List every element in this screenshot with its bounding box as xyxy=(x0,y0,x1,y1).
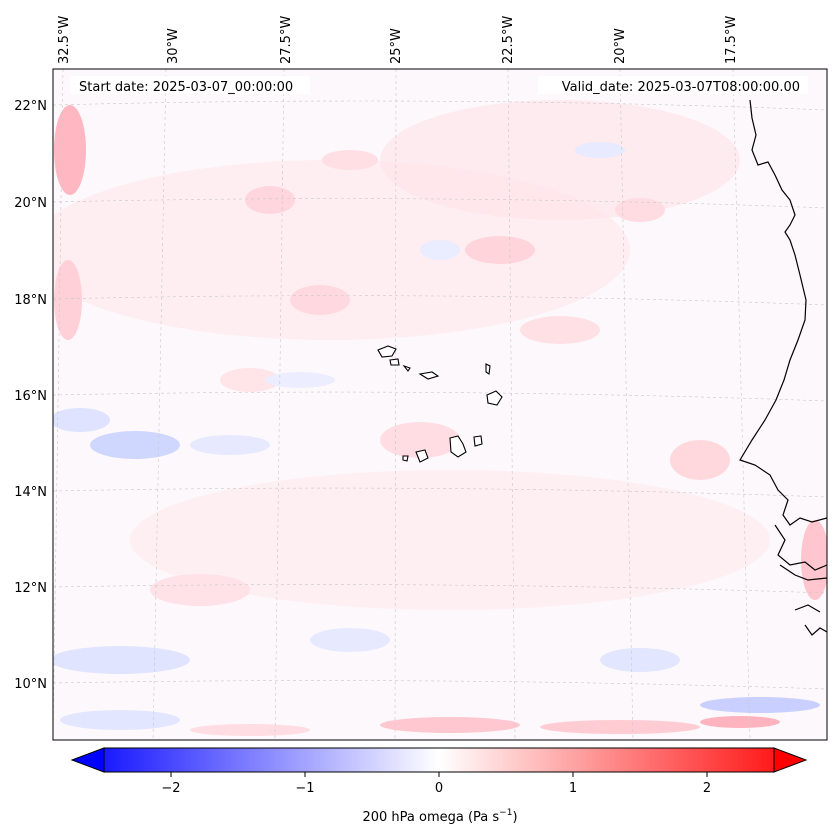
start-date-box xyxy=(70,76,310,94)
colorbar-tick-label: 2 xyxy=(703,781,711,796)
colorbar-max-arrow xyxy=(773,747,808,773)
latitude-labels: 22°N 20°N 18°N 16°N 14°N 12°N 10°N xyxy=(14,99,47,692)
longitude-labels: 32.5°W 30°W 27.5°W 25°W 22.5°W 20°W 17.5… xyxy=(57,16,739,64)
colorbar: −2 −1 0 1 2 200 hPa omega (Pa s−1) xyxy=(70,747,808,825)
lat-label: 12°N xyxy=(14,581,47,596)
lat-label: 22°N xyxy=(14,99,47,114)
colorbar-tick-label: 0 xyxy=(435,781,443,796)
lat-label: 20°N xyxy=(14,196,47,211)
lat-label: 10°N xyxy=(14,677,47,692)
lat-label: 14°N xyxy=(14,485,47,500)
lon-label: 27.5°W xyxy=(279,16,294,64)
colorbar-label: 200 hPa omega (Pa s−1) xyxy=(362,808,517,825)
gridlines xyxy=(53,69,827,740)
colorbar-tick-label: 1 xyxy=(569,781,577,796)
coastline xyxy=(739,99,827,636)
lon-label: 17.5°W xyxy=(724,16,739,64)
lat-label: 18°N xyxy=(14,293,47,308)
start-date-label: Start date: 2025-03-07_00:00:00 xyxy=(79,80,293,95)
lat-label: 16°N xyxy=(14,389,47,404)
valid-date-label: Valid_date: 2025-03-07T08:00:00.00 xyxy=(562,80,800,95)
valid-date-box xyxy=(538,76,808,94)
lon-label: 25°W xyxy=(389,28,404,64)
lon-label: 22.5°W xyxy=(501,16,516,64)
cape-verde-islands xyxy=(377,345,503,463)
lon-label: 20°W xyxy=(613,28,628,64)
colorbar-tick-label: −1 xyxy=(295,781,314,796)
lon-label: 30°W xyxy=(166,28,181,64)
omega-field xyxy=(53,69,827,740)
map-frame xyxy=(52,68,828,741)
colorbar-tick-label: −2 xyxy=(161,781,180,796)
colorbar-ticks: −2 −1 0 1 2 xyxy=(161,772,711,796)
colorbar-gradient xyxy=(103,747,775,773)
lon-label: 32.5°W xyxy=(57,16,72,64)
colorbar-min-arrow xyxy=(70,747,105,773)
